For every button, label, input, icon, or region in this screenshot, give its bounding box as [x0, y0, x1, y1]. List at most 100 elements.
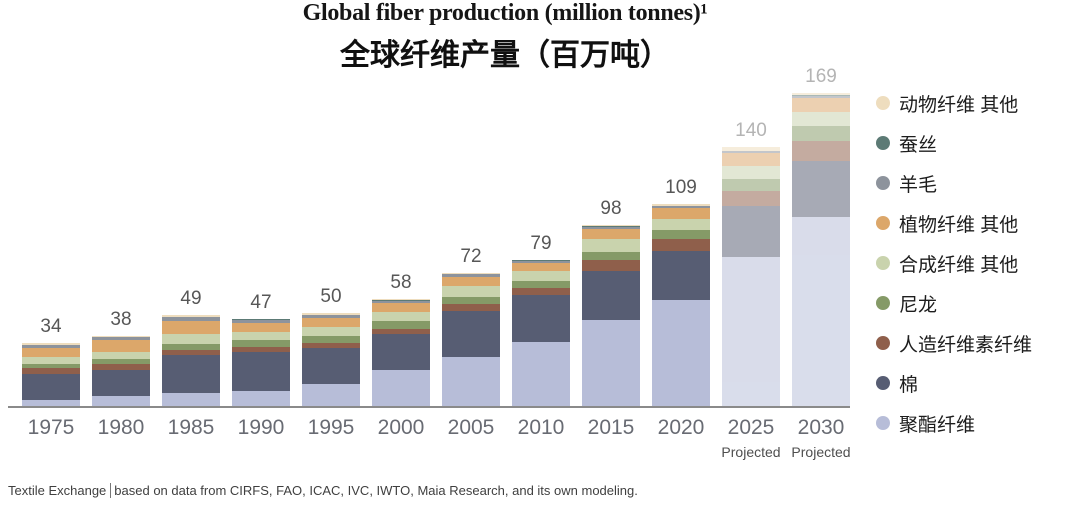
segment-polyester-1980	[92, 396, 150, 406]
legend-dot-cotton	[876, 376, 890, 390]
total-label-1985: 49	[180, 288, 202, 310]
segment-synthetic-fiber-other-2005	[442, 286, 500, 297]
total-label-2005: 72	[460, 245, 482, 267]
total-label-2025: 140	[735, 119, 767, 141]
segment-cotton-2030	[792, 160, 850, 218]
segment-wool-2020	[652, 205, 710, 208]
segment-animal-fiber-other-1980	[92, 335, 150, 338]
segment-plant-fiber-other-1990	[232, 323, 290, 333]
segment-wool-2025	[722, 150, 780, 153]
segment-mmcf-2015	[582, 260, 640, 271]
legend-label-plant-fiber-other: 植物纤维 其他	[899, 214, 1019, 236]
projected-label-2030: Projected	[791, 444, 851, 460]
segment-mmcf-2005	[442, 304, 500, 311]
segment-animal-fiber-other-2020	[652, 204, 710, 206]
legend-item-polyester: 聚酯纤维	[876, 412, 1032, 436]
total-label-2030: 169	[805, 66, 837, 88]
total-label-1980: 38	[110, 308, 132, 330]
segment-animal-fiber-other-1985	[162, 315, 220, 318]
segment-polyester-2015	[582, 319, 640, 406]
legend-label-polyester: 聚酯纤维	[899, 414, 976, 436]
legend-item-animal-fiber-other: 动物纤维 其他	[876, 92, 1032, 116]
total-label-2015: 98	[600, 197, 622, 219]
segment-cotton-2020	[652, 251, 710, 301]
bar-stack-2020	[652, 204, 710, 406]
total-label-1990: 47	[250, 291, 272, 313]
legend-item-synthetic-fiber-other: 合成纤维 其他	[876, 252, 1032, 276]
total-label-1975: 34	[40, 316, 62, 338]
segment-synthetic-fiber-other-1990	[232, 332, 290, 341]
segment-mmcf-2010	[512, 287, 570, 296]
segment-plant-fiber-other-2005	[442, 276, 500, 287]
bar-stack-1995	[302, 313, 360, 406]
axis-label-2015: 2015	[587, 416, 635, 439]
segment-mmcf-2025	[722, 190, 780, 206]
legend-label-animal-fiber-other: 动物纤维 其他	[899, 94, 1019, 116]
source-note-rest: based on data from CIRFS, FAO, ICAC, IVC…	[114, 483, 638, 498]
segment-cotton-1975	[22, 373, 80, 400]
source-note-prefix: Textile Exchange	[8, 483, 107, 498]
legend-dot-mmcf	[876, 336, 890, 350]
axis-label-1990: 1990	[237, 416, 285, 439]
segment-cotton-2015	[582, 270, 640, 320]
segment-plant-fiber-other-2025	[722, 153, 780, 166]
segment-nylon-2010	[512, 280, 570, 288]
segment-plant-fiber-other-1995	[302, 318, 360, 328]
legend-label-cotton: 棉	[899, 374, 919, 396]
axis-label-1995: 1995	[307, 416, 355, 439]
segment-mmcf-2000	[372, 328, 430, 334]
segment-mmcf-2030	[792, 141, 850, 161]
legend-item-mmcf: 人造纤维素纤维	[876, 332, 1032, 356]
bar-stack-2030	[792, 93, 850, 406]
segment-cotton-1980	[92, 370, 150, 397]
chart-title-english: Global fiber production (million tonnes)…	[302, 0, 708, 26]
segment-nylon-2025	[722, 179, 780, 191]
bar-2010: 79 2010	[512, 233, 570, 439]
legend-dot-animal-fiber-other	[876, 96, 890, 110]
segment-plant-fiber-other-2030	[792, 97, 850, 112]
bar-stack-1990	[232, 318, 290, 406]
segment-wool-1985	[162, 317, 220, 321]
segment-polyester-1990	[232, 390, 290, 406]
segment-wool-2030	[792, 95, 850, 98]
segment-nylon-2015	[582, 251, 640, 261]
bar-stack-2000	[372, 298, 430, 406]
segment-cotton-2005	[442, 310, 500, 357]
legend-dot-wool	[876, 176, 890, 190]
segment-cotton-1995	[302, 347, 360, 384]
bar-stack-1975	[22, 343, 80, 406]
legend-dot-silk	[876, 136, 890, 150]
axis-label-2020: 2020	[657, 416, 705, 439]
axis-label-2010: 2010	[517, 416, 565, 439]
bar-stack-2005	[442, 272, 500, 406]
segment-animal-fiber-other-1975	[22, 343, 80, 345]
bar-2020: 109 2020	[652, 177, 710, 439]
chart-title-chinese: 全球纤维产量（百万吨）	[340, 39, 670, 72]
segment-polyester-2030	[792, 217, 850, 406]
segment-animal-fiber-other-1995	[302, 313, 360, 316]
chart-legend: 动物纤维 其他 蚕丝 羊毛 植物纤维 其他 合成纤维 其他 尼龙 人造纤维素纤维棉聚酯纤维	[876, 92, 1032, 436]
segment-animal-fiber-other-2000	[372, 298, 430, 301]
chart-titles: Global fiber production (million tonnes)…	[0, 0, 1010, 74]
segment-polyester-2010	[512, 341, 570, 406]
segment-nylon-2020	[652, 230, 710, 240]
segment-polyester-1995	[302, 383, 360, 406]
segment-synthetic-fiber-other-2020	[652, 218, 710, 231]
bar-stack-2025	[722, 146, 780, 406]
axis-label-1985: 1985	[167, 416, 215, 439]
segment-cotton-1985	[162, 355, 220, 393]
legend-item-nylon: 尼龙	[876, 292, 1032, 316]
segment-synthetic-fiber-other-2030	[792, 111, 850, 127]
segment-polyester-2025	[722, 256, 780, 406]
source-note: Textile Exchange based on data from CIRFS…	[8, 483, 638, 498]
segment-synthetic-fiber-other-1995	[302, 327, 360, 336]
legend-item-silk: 蚕丝	[876, 132, 1032, 156]
segment-nylon-2000	[372, 320, 430, 329]
segment-wool-1990	[232, 319, 290, 324]
segment-wool-2010	[512, 260, 570, 263]
segment-polyester-2000	[372, 370, 430, 406]
legend-label-synthetic-fiber-other: 合成纤维 其他	[899, 254, 1019, 276]
bar-2030: 169 2030 Projected	[791, 66, 850, 460]
bar-1990: 47 1990	[232, 292, 290, 439]
segment-mmcf-1990	[232, 346, 290, 353]
